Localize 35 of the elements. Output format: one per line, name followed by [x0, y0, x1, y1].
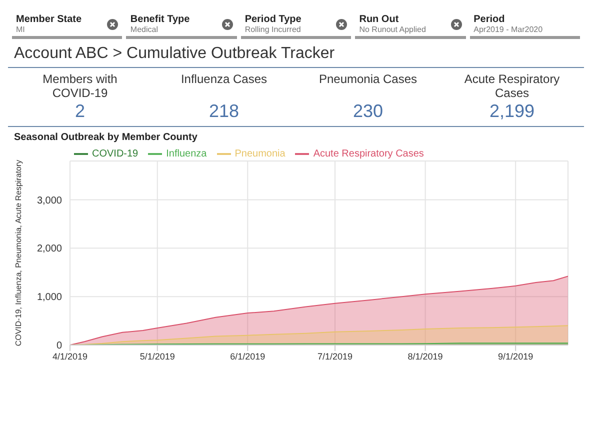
legend-label: COVID-19 — [92, 148, 138, 160]
x-tick-label: 4/1/2019 — [52, 351, 88, 362]
x-tick-label: 9/1/2019 — [498, 351, 534, 362]
text: Rolling Incurred — [244, 25, 302, 34]
text: No Runout Applied — [359, 25, 426, 34]
y-tick-label: 2,000 — [36, 244, 62, 255]
text: 2,199 — [489, 101, 535, 121]
text: Run Out — [359, 14, 399, 25]
y-tick-label: 3,000 — [36, 195, 62, 206]
text: Period — [474, 14, 506, 25]
text: Member State — [16, 14, 82, 25]
text: 2 — [74, 101, 85, 121]
text: Medical — [130, 25, 159, 34]
y-tick-label: 0 — [56, 340, 62, 352]
text: Account ABC > Cumulative Outbreak Tracker — [8, 39, 584, 68]
text: Period Type — [244, 14, 302, 25]
text: Apr2019 - Mar2020 — [474, 25, 543, 34]
y-tick-label: 1,000 — [36, 292, 62, 304]
x-tick-label: 6/1/2019 — [230, 351, 266, 362]
text: Benefit Type — [130, 14, 190, 25]
category-label: Influenza Cases — [180, 72, 268, 88]
x-tick-label: 7/1/2019 — [317, 351, 353, 362]
category-label: Members with COVID-19 — [42, 72, 118, 100]
legend-label: Acute Respiratory Cases — [313, 148, 424, 160]
x-tick-label: 5/1/2019 — [140, 351, 175, 362]
text: MI — [16, 25, 26, 34]
x-tick-label: 8/1/2019 — [408, 351, 443, 362]
legend-label: Influenza — [166, 148, 207, 160]
chart-title: Seasonal Outbreak by Member County — [13, 131, 198, 143]
text: 218 — [208, 101, 240, 121]
category-label: Pneumonia Cases — [318, 72, 418, 88]
y-axis-title: COVID-19, Influenza, Pneumonia, Acute Respiratory — [14, 160, 23, 346]
category-label: Acute Respiratory Cases — [463, 72, 561, 100]
legend-label: Pneumonia — [234, 148, 286, 160]
text: 230 — [352, 101, 384, 121]
